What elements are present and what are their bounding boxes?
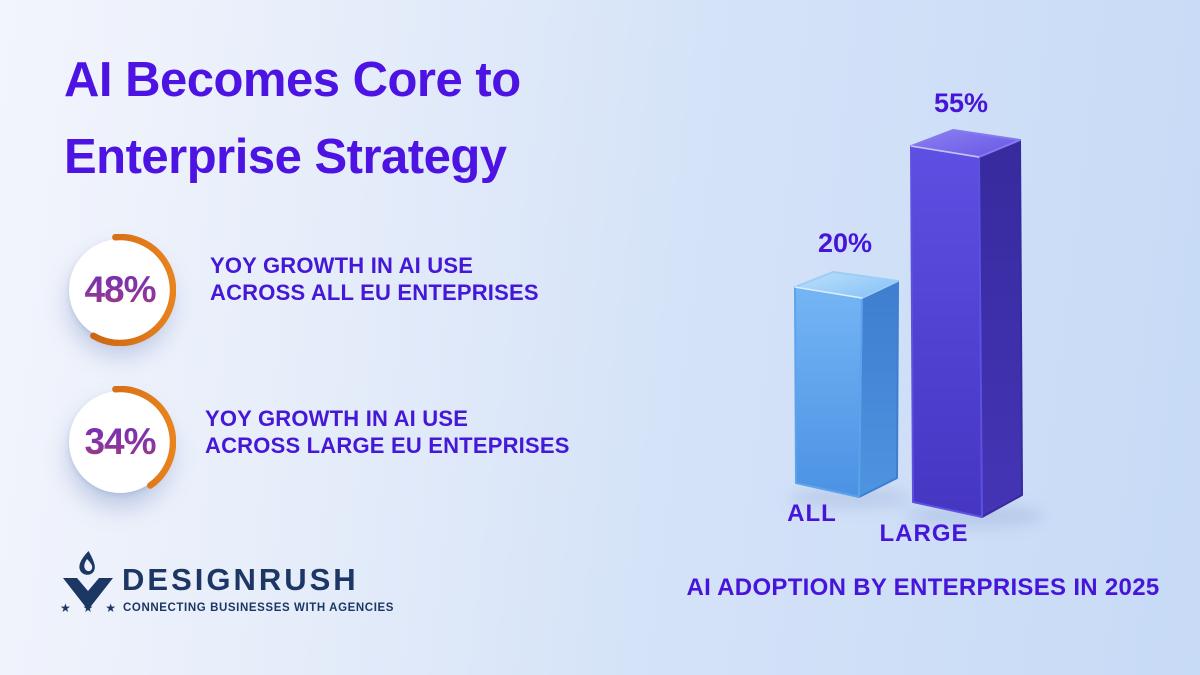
- stat-text-48-line2: ACROSS ALL EU ENTEPRISES: [210, 280, 539, 305]
- progress-arc-34: [64, 386, 176, 498]
- stat-text-34-line1: YOY GROWTH IN AI USE: [205, 406, 469, 431]
- logo-brand: DESIGNRUSH: [122, 562, 359, 597]
- page-title-line1: AI Becomes Core to: [64, 53, 521, 107]
- logo-stars: ★ ★ ★: [60, 601, 120, 615]
- stat-badge-34: 34%: [64, 386, 176, 498]
- stat-text-48: YOY GROWTH IN AI USE ACROSS ALL EU ENTEP…: [210, 252, 539, 306]
- stat-text-48-line1: YOY GROWTH IN AI USE: [210, 253, 474, 278]
- chart-title: AI ADOPTION BY ENTERPRISES IN 2025: [686, 574, 1160, 601]
- stat-text-34: YOY GROWTH IN AI USE ACROSS LARGE EU ENT…: [205, 405, 570, 459]
- page-title: AI Becomes Core to Enterprise Strategy: [64, 42, 521, 196]
- stat-value-34: 34%: [64, 386, 176, 498]
- bar-category-all: ALL: [787, 500, 837, 527]
- stat-badge-48-disc: [69, 239, 171, 341]
- stat-text-34-line2: ACROSS LARGE EU ENTEPRISES: [205, 433, 570, 458]
- stat-badge-48: 48%: [64, 234, 176, 346]
- progress-arc-48: [64, 234, 176, 346]
- designrush-torch-icon: [63, 551, 113, 610]
- stat-value-48: 48%: [64, 234, 176, 346]
- stat-badge-34-disc: [69, 391, 171, 493]
- bar-value-large: 55%: [933, 88, 989, 118]
- page-title-line2: Enterprise Strategy: [64, 130, 507, 184]
- bar-all: [794, 271, 899, 498]
- bar-all-shadow: [788, 487, 912, 509]
- bar-value-all: 20%: [817, 228, 873, 258]
- bar-large: [910, 129, 1023, 518]
- logo-tagline: CONNECTING BUSINESSES WITH AGENCIES: [123, 602, 395, 614]
- bar-category-large: LARGE: [879, 520, 969, 547]
